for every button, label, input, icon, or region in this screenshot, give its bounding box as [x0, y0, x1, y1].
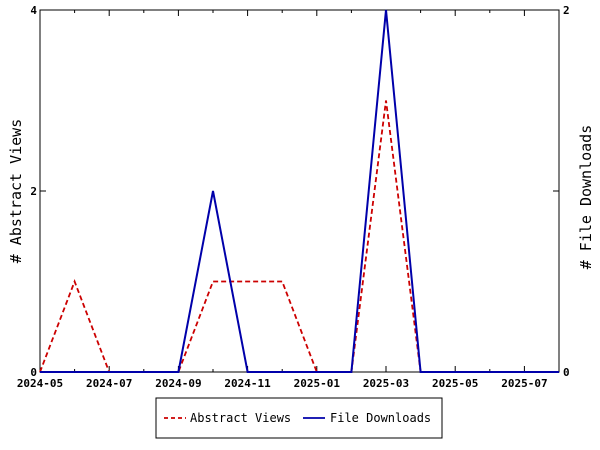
x-tick-label: 2024-09: [155, 377, 201, 390]
y-tick-label-right: 0: [563, 366, 570, 379]
legend-box: [155, 397, 443, 439]
plot-frame: [39, 9, 560, 373]
y-tick-label-left: 4: [30, 4, 37, 17]
legend: Abstract Views File Downloads: [155, 397, 443, 439]
lines-layer: [39, 9, 559, 373]
y-tick-label-left: 2: [30, 185, 37, 198]
legend-label-abstract-views: Abstract Views: [190, 411, 291, 425]
x-tick-label: 2025-01: [294, 377, 341, 390]
series-line-abstract-views: [39, 100, 559, 373]
y-tick-label-right: 2: [563, 4, 570, 17]
x-tick-label: 2024-05: [17, 377, 63, 390]
series-line-file-downloads: [40, 9, 559, 373]
legend-label-file-downloads: File Downloads: [330, 411, 431, 425]
y-tick-label-left: 0: [30, 366, 37, 379]
y-axis-title-left: # Abstract Views: [7, 119, 25, 264]
x-tick-label: 2024-07: [86, 377, 132, 390]
x-tick-label: 2025-05: [432, 377, 478, 390]
x-tick-label: 2025-03: [363, 377, 409, 390]
x-tick-label: 2025-07: [501, 377, 547, 390]
y-axis-title-right: # File Downloads: [577, 125, 595, 270]
x-tick-label: 2024-11: [224, 377, 271, 390]
ticks-layer: 2024-05 2024-07 2024-09 2024-11 2025-01 2025-…: [17, 4, 570, 390]
